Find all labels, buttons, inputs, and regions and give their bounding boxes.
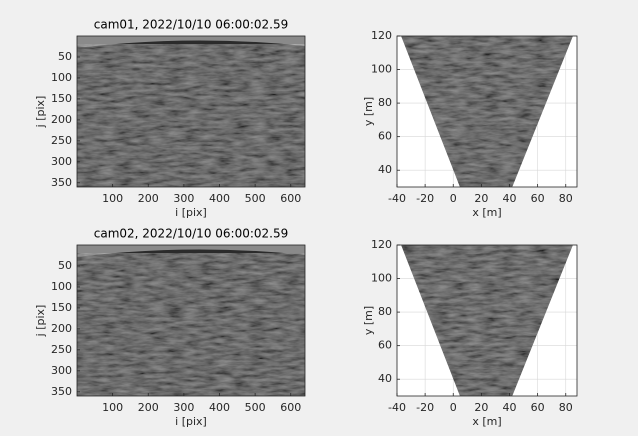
x-tick-label: -40 bbox=[388, 401, 406, 414]
y-tick-label: 50 bbox=[58, 50, 72, 63]
x-tick-label: 60 bbox=[531, 192, 545, 205]
x-tick-label: 0 bbox=[450, 401, 457, 414]
x-tick-label: 80 bbox=[559, 401, 573, 414]
y-axis-label: j [pix] bbox=[34, 96, 47, 129]
y-tick-label: 120 bbox=[371, 29, 392, 42]
x-tick-label: 500 bbox=[245, 401, 266, 414]
x-axis-label: i [pix] bbox=[175, 415, 207, 428]
x-tick-label: 600 bbox=[280, 401, 301, 414]
y-axis-label: y [m] bbox=[362, 97, 375, 126]
y-tick-label: 40 bbox=[378, 372, 392, 385]
x-tick-label: 200 bbox=[138, 401, 159, 414]
y-axis-label: y [m] bbox=[362, 306, 375, 335]
x-tick-label: 300 bbox=[173, 192, 194, 205]
x-tick-label: 60 bbox=[531, 401, 545, 414]
x-tick-label: 400 bbox=[209, 401, 230, 414]
figure: 10020030040050060050100150200250300350ca… bbox=[0, 0, 638, 436]
axes-title: cam02, 2022/10/10 06:00:02.59 bbox=[94, 227, 289, 241]
y-tick-label: 100 bbox=[51, 280, 72, 293]
y-tick-label: 100 bbox=[371, 272, 392, 285]
y-tick-label: 60 bbox=[378, 130, 392, 143]
y-tick-label: 350 bbox=[51, 176, 72, 189]
x-tick-label: 80 bbox=[559, 192, 573, 205]
x-tick-label: -20 bbox=[416, 401, 434, 414]
x-axis-label: x [m] bbox=[472, 415, 501, 428]
water-texture bbox=[77, 253, 305, 396]
x-tick-label: 600 bbox=[280, 192, 301, 205]
x-tick-label: 100 bbox=[102, 192, 123, 205]
y-tick-label: 150 bbox=[51, 92, 72, 105]
y-tick-label: 250 bbox=[51, 343, 72, 356]
y-tick-label: 300 bbox=[51, 364, 72, 377]
water-texture bbox=[77, 44, 305, 187]
y-tick-label: 50 bbox=[58, 259, 72, 272]
x-axis-label: x [m] bbox=[472, 206, 501, 219]
x-tick-label: 40 bbox=[503, 192, 517, 205]
y-tick-label: 80 bbox=[378, 96, 392, 109]
y-tick-label: 80 bbox=[378, 305, 392, 318]
y-tick-label: 200 bbox=[51, 113, 72, 126]
x-tick-label: 200 bbox=[138, 192, 159, 205]
x-tick-label: 20 bbox=[474, 401, 488, 414]
x-tick-label: 300 bbox=[173, 401, 194, 414]
x-tick-label: -20 bbox=[416, 192, 434, 205]
y-tick-label: 60 bbox=[378, 339, 392, 352]
x-tick-label: 100 bbox=[102, 401, 123, 414]
y-tick-label: 100 bbox=[371, 63, 392, 76]
y-axis-label: j [pix] bbox=[34, 305, 47, 338]
x-tick-label: 500 bbox=[245, 192, 266, 205]
x-tick-label: 400 bbox=[209, 192, 230, 205]
x-tick-label: 20 bbox=[474, 192, 488, 205]
y-tick-label: 300 bbox=[51, 155, 72, 168]
y-tick-label: 150 bbox=[51, 301, 72, 314]
y-tick-label: 120 bbox=[371, 238, 392, 251]
axes-title: cam01, 2022/10/10 06:00:02.59 bbox=[94, 18, 289, 32]
x-axis-label: i [pix] bbox=[175, 206, 207, 219]
y-tick-label: 40 bbox=[378, 163, 392, 176]
y-tick-label: 100 bbox=[51, 71, 72, 84]
x-tick-label: 40 bbox=[503, 401, 517, 414]
x-tick-label: 0 bbox=[450, 192, 457, 205]
y-tick-label: 350 bbox=[51, 385, 72, 398]
y-tick-label: 250 bbox=[51, 134, 72, 147]
y-tick-label: 200 bbox=[51, 322, 72, 335]
x-tick-label: -40 bbox=[388, 192, 406, 205]
